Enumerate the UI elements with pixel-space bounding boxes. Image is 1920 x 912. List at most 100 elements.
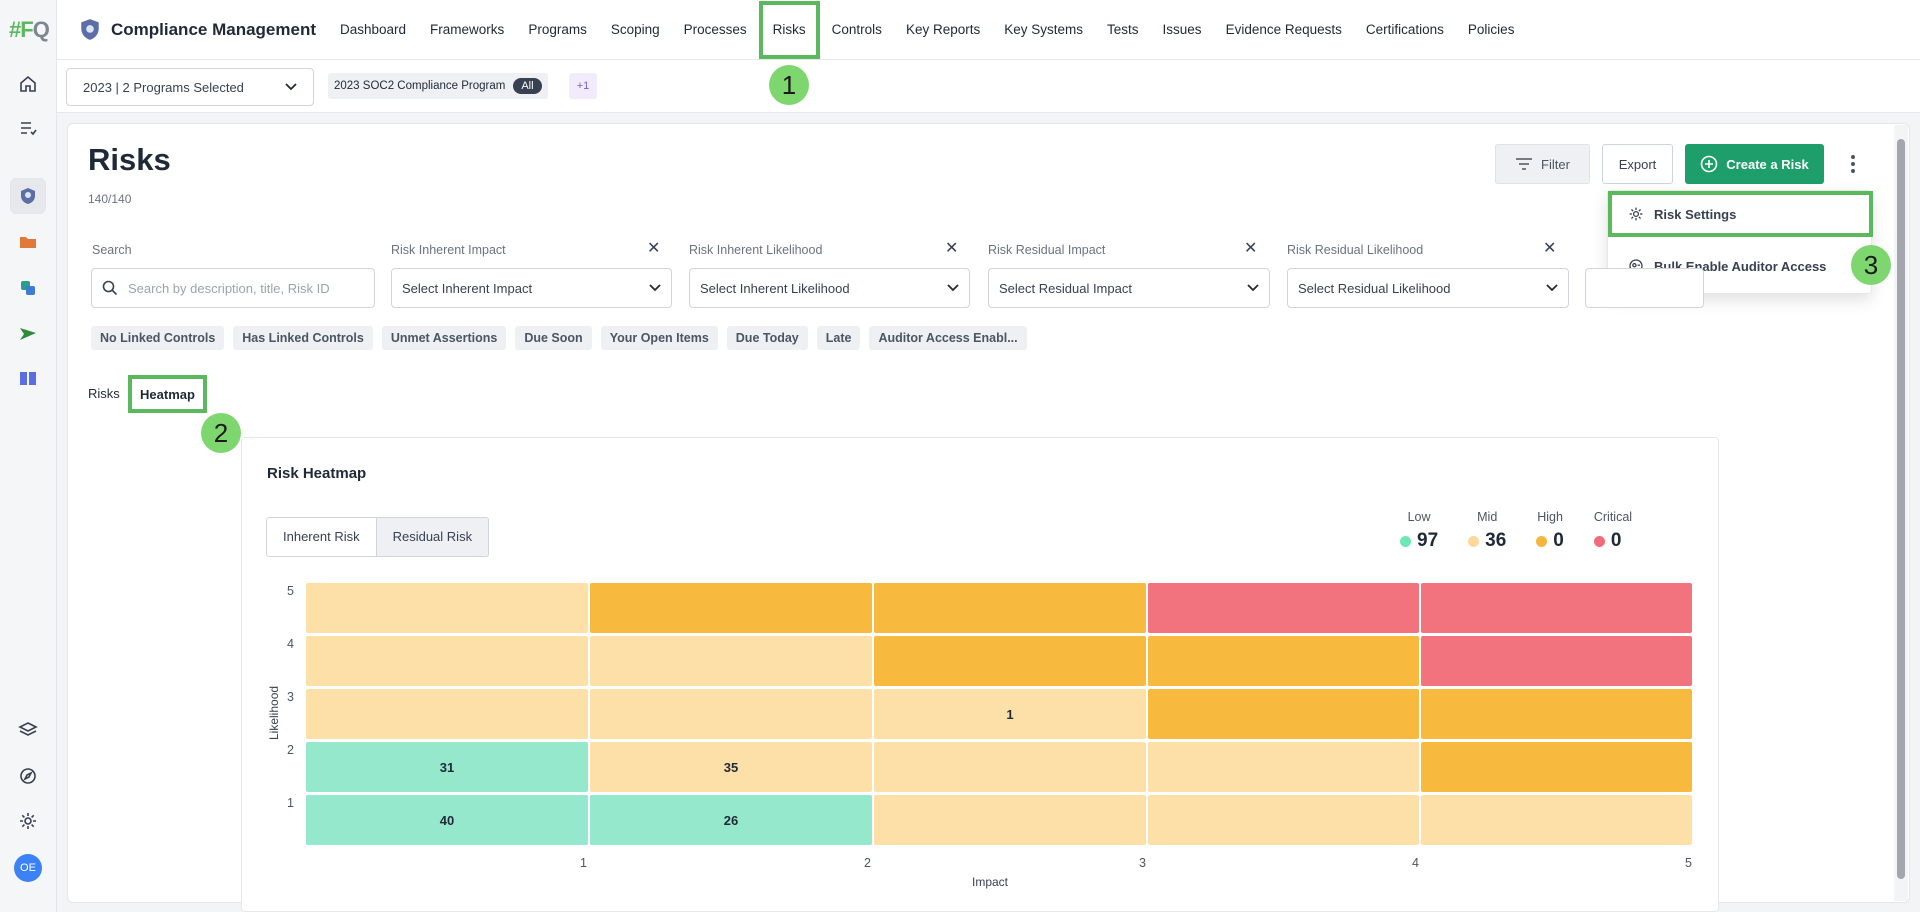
quick-filter-chip[interactable]: No Linked Controls [91,326,225,350]
folder-icon[interactable] [10,224,46,260]
clear-residual-likelihood-icon[interactable]: ✕ [1543,240,1557,257]
send-icon[interactable] [10,316,46,352]
nav-item-controls[interactable]: Controls [831,22,882,37]
settings-gear-icon[interactable] [10,803,46,839]
export-button[interactable]: Export [1602,144,1673,184]
clear-residual-impact-icon[interactable]: ✕ [1244,240,1258,257]
legend-count: 0 [1610,530,1622,551]
chevron-down-icon [1247,284,1259,292]
nav-item-key-reports[interactable]: Key Reports [905,22,981,37]
inherent-likelihood-select[interactable]: Select Inherent Likelihood [689,268,970,308]
gear-icon [1629,207,1643,221]
home-icon[interactable] [10,66,46,102]
residual-impact-select[interactable]: Select Residual Impact [988,268,1270,308]
quick-filter-chip[interactable]: Auditor Access Enabl... [869,326,1027,350]
brand: Compliance Management [79,18,316,42]
menu-item-risk-settings[interactable]: Risk Settings [1608,191,1873,237]
book-icon[interactable] [10,360,46,396]
nav-item-policies[interactable]: Policies [1467,22,1515,37]
program-all-pill: All [513,78,542,94]
create-risk-button[interactable]: Create a Risk [1685,144,1824,184]
filter-button-label: Filter [1541,156,1570,172]
task-list-icon[interactable] [10,110,46,146]
quick-filter-chip[interactable]: Due Soon [515,326,592,350]
nav-item-tests[interactable]: Tests [1107,22,1139,37]
nav-item-key-systems[interactable]: Key Systems [1004,22,1084,37]
residual-likelihood-value: Select Residual Likelihood [1298,280,1451,296]
search-label: Search [92,243,132,257]
residual-likelihood-select[interactable]: Select Residual Likelihood [1287,268,1569,308]
risk-settings-label: Risk Settings [1654,206,1737,222]
filter-button[interactable]: Filter [1495,144,1590,184]
callout-badge-1: 1 [769,65,809,105]
nav-item-processes[interactable]: Processes [683,22,747,37]
more-programs-chip[interactable]: +1 [569,73,597,99]
inherent-impact-select[interactable]: Select Inherent Impact [391,268,672,308]
heatmap-legend: Low 97 Mid 36 High 0 Critical 0 [1400,510,1632,552]
year-select-value: 2023 | 2 Programs Selected [83,79,244,95]
nav-item-frameworks[interactable]: Frameworks [430,22,505,37]
chevron-down-icon [285,83,297,91]
nav-item-certifications[interactable]: Certifications [1365,22,1444,37]
risk-count: 140/140 [88,192,132,206]
risk-type-toggle: Inherent Risk Residual Risk [266,517,490,557]
legend-count: 0 [1553,530,1564,551]
chevron-down-icon [1546,284,1558,292]
app-logo[interactable]: #FQ [9,17,50,42]
legend-count-row: 0 [1536,530,1564,552]
search-icon [102,280,118,296]
quick-filter-chip[interactable]: Has Linked Controls [233,326,373,350]
search-input[interactable]: Search by description, title, Risk ID [91,268,375,308]
inherent-likelihood-label: Risk Inherent Likelihood [689,243,823,257]
legend-count-row: 36 [1468,530,1506,552]
residual-risk-toggle[interactable]: Residual Risk [375,518,489,556]
nav-item-dashboard[interactable]: Dashboard [340,22,407,37]
more-options-icon[interactable] [1843,150,1863,178]
legend-count-row: 97 [1400,530,1438,552]
legend-label: Low [1407,510,1431,524]
quick-filter-chip[interactable]: Unmet Assertions [381,326,507,350]
sync-icon[interactable] [10,270,46,306]
quick-filter-chip[interactable]: Due Today [726,326,808,350]
tab-risks[interactable]: Risks [88,386,120,401]
scrollbar[interactable] [1894,125,1908,901]
legend-item-critical: Critical 0 [1593,510,1632,552]
create-risk-label: Create a Risk [1726,156,1809,172]
callout-badge-3: 3 [1851,245,1891,285]
nav-item-issues[interactable]: Issues [1162,22,1202,37]
y-axis-label: Likelihood [267,685,281,740]
callout-badge-2: 2 [201,413,241,453]
brand-shield-icon [81,19,99,40]
quick-filter-chip[interactable]: Your Open Items [600,326,718,350]
residual-impact-value: Select Residual Impact [999,280,1132,296]
layers-icon[interactable] [10,712,46,748]
nav-item-risks[interactable]: Risks [758,1,820,59]
user-avatar[interactable]: OE [14,854,42,882]
legend-label: Mid [1477,510,1498,524]
legend-item-high: High 0 [1536,510,1564,552]
quick-filter-chip[interactable]: Late [816,326,861,350]
tab-heatmap[interactable]: Heatmap [128,375,207,413]
hidden-filter-select[interactable] [1585,268,1704,308]
clear-inherent-impact-icon[interactable]: ✕ [647,240,661,257]
app-title: Compliance Management [111,20,316,39]
legend-dot [1593,535,1605,547]
clear-inherent-likelihood-icon[interactable]: ✕ [945,240,959,257]
inherent-impact-label: Risk Inherent Impact [391,243,506,257]
compass-icon[interactable] [10,758,46,794]
program-chip[interactable]: 2023 SOC2 Compliance Program All [328,73,548,99]
inherent-risk-toggle[interactable]: Inherent Risk [283,529,360,544]
quick-filter-chips: No Linked Controls Has Linked Controls Unm… [91,326,1027,350]
legend-dot [1536,535,1548,547]
program-chip-label: 2023 SOC2 Compliance Program [334,80,506,92]
filter-lines-icon [1516,158,1533,170]
nav-item-programs[interactable]: Programs [528,22,587,37]
year-program-select[interactable]: 2023 | 2 Programs Selected [66,68,314,106]
legend-item-mid: Mid 36 [1468,510,1506,552]
nav-item-scoping[interactable]: Scoping [610,22,660,37]
compliance-shield-icon[interactable] [10,178,46,214]
heatmap-panel [241,437,1719,912]
nav-item-evidence-requests[interactable]: Evidence Requests [1225,22,1342,37]
program-bar: 2023 | 2 Programs Selected 2023 SOC2 Com… [57,60,1920,113]
legend-count: 97 [1417,530,1439,551]
